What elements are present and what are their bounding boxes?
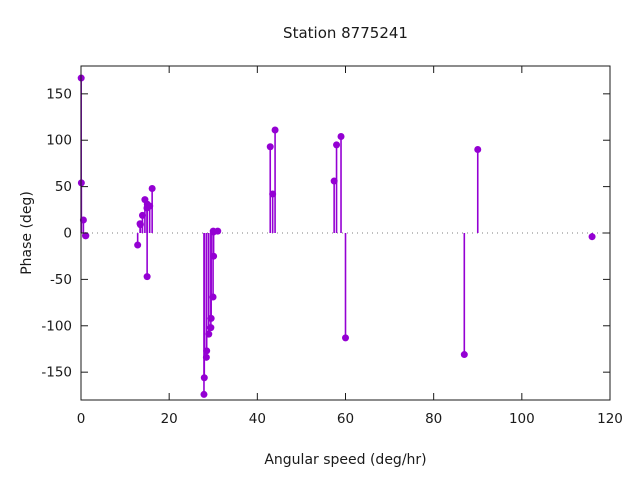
- y-tick-label: 100: [46, 133, 72, 149]
- data-point: [148, 184, 156, 192]
- chart-title: Station 8775241: [283, 24, 408, 42]
- data-point: [79, 216, 87, 224]
- data-point: [202, 353, 210, 361]
- data-point: [266, 143, 274, 151]
- data-point: [588, 233, 596, 241]
- y-tick-label: -50: [50, 272, 72, 288]
- x-axis-label: Angular speed (deg/hr): [264, 452, 427, 468]
- data-point: [269, 190, 277, 198]
- x-tick-label: 120: [597, 411, 623, 427]
- data-point: [200, 374, 208, 382]
- data-point: [474, 146, 482, 153]
- data-point: [214, 227, 222, 235]
- data-point: [460, 351, 468, 359]
- data-point: [333, 141, 341, 149]
- data-point: [134, 241, 142, 249]
- y-tick-label: 0: [63, 226, 72, 242]
- data-point: [146, 202, 154, 210]
- x-tick-label: 60: [337, 411, 354, 427]
- y-tick-label: -150: [41, 365, 72, 381]
- data-point: [203, 347, 211, 355]
- x-tick-label: 20: [161, 411, 178, 427]
- data-point: [205, 330, 213, 338]
- y-axis-label: Phase (deg): [19, 191, 35, 275]
- x-tick-label: 40: [249, 411, 266, 427]
- y-tick-label: -100: [41, 318, 72, 334]
- data-point: [209, 293, 217, 301]
- data-point: [200, 390, 208, 398]
- y-tick-label: 150: [46, 86, 72, 102]
- data-point: [337, 133, 345, 141]
- data-point: [82, 232, 90, 240]
- data-point: [207, 324, 215, 332]
- x-tick-label: 80: [425, 411, 442, 427]
- data-point: [207, 314, 215, 322]
- x-tick-label: 100: [509, 411, 535, 427]
- data-point: [271, 126, 279, 134]
- x-tick-label: 0: [77, 411, 86, 427]
- data-point: [342, 334, 349, 342]
- y-tick-label: 50: [55, 179, 72, 195]
- data-point: [210, 252, 218, 260]
- data-point: [138, 211, 146, 219]
- data-point: [330, 177, 338, 185]
- data-point: [143, 273, 151, 281]
- data-point: [136, 221, 144, 229]
